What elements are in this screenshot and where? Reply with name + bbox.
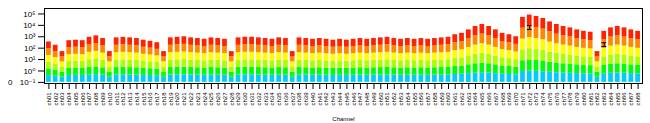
svg-text:ch17: ch17 — [154, 92, 160, 106]
svg-text:ch44: ch44 — [337, 92, 343, 106]
svg-text:10⁻¹: 10⁻¹ — [20, 78, 36, 87]
svg-text:ch82: ch82 — [594, 92, 600, 106]
svg-text:ch86: ch86 — [621, 92, 627, 106]
svg-text:10⁴: 10⁴ — [23, 21, 36, 30]
svg-text:ch45: ch45 — [344, 92, 350, 106]
svg-text:ch12: ch12 — [120, 92, 126, 106]
svg-text:ch42: ch42 — [323, 92, 329, 106]
svg-text:ch37: ch37 — [290, 92, 296, 106]
svg-text:ch87: ch87 — [628, 92, 634, 106]
svg-text:ch05: ch05 — [73, 92, 79, 106]
svg-text:10³: 10³ — [24, 32, 36, 41]
svg-text:ch16: ch16 — [147, 92, 153, 106]
svg-text:ch63: ch63 — [466, 92, 472, 106]
svg-text:ch56: ch56 — [418, 92, 424, 106]
svg-text:ch73: ch73 — [533, 92, 539, 106]
svg-text:ch22: ch22 — [188, 92, 194, 106]
svg-text:ch26: ch26 — [215, 92, 221, 106]
svg-text:ch35: ch35 — [276, 92, 282, 106]
svg-text:ch64: ch64 — [472, 92, 478, 106]
svg-text:ch32: ch32 — [256, 92, 262, 106]
svg-text:ch47: ch47 — [357, 92, 363, 106]
svg-text:ch21: ch21 — [181, 92, 187, 106]
svg-text:ch27: ch27 — [222, 92, 228, 106]
svg-text:ch19: ch19 — [168, 92, 174, 106]
svg-text:ch76: ch76 — [554, 92, 560, 106]
svg-text:ch36: ch36 — [283, 92, 289, 106]
svg-text:10⁰: 10⁰ — [23, 67, 35, 76]
svg-text:ch33: ch33 — [263, 92, 269, 106]
svg-text:ch41: ch41 — [317, 92, 323, 106]
svg-text:ch06: ch06 — [80, 92, 86, 106]
svg-text:ch78: ch78 — [567, 92, 573, 106]
svg-text:ch49: ch49 — [371, 92, 377, 106]
svg-text:ch53: ch53 — [398, 92, 404, 106]
svg-text:ch13: ch13 — [127, 92, 133, 106]
svg-text:ch50: ch50 — [378, 92, 384, 106]
svg-text:ch60: ch60 — [445, 92, 451, 106]
svg-text:ch31: ch31 — [249, 92, 255, 106]
svg-text:ch61: ch61 — [452, 92, 458, 106]
svg-text:ch59: ch59 — [439, 92, 445, 106]
svg-text:ch25: ch25 — [208, 92, 214, 106]
svg-text:ch77: ch77 — [561, 92, 567, 106]
svg-text:ch57: ch57 — [425, 92, 431, 106]
svg-text:ch15: ch15 — [141, 92, 147, 106]
svg-text:ch71: ch71 — [520, 92, 526, 106]
svg-text:ch70: ch70 — [513, 92, 519, 106]
svg-text:ch81: ch81 — [588, 92, 594, 106]
svg-text:ch10: ch10 — [107, 92, 113, 106]
svg-text:ch85: ch85 — [615, 92, 621, 106]
svg-text:ch72: ch72 — [527, 92, 533, 106]
svg-text:0: 0 — [8, 78, 13, 87]
svg-text:ch03: ch03 — [59, 92, 65, 106]
svg-text:ch83: ch83 — [601, 92, 607, 106]
svg-text:Channel: Channel — [332, 116, 354, 122]
svg-text:ch46: ch46 — [351, 92, 357, 106]
svg-text:ch75: ch75 — [547, 92, 553, 106]
svg-text:ch69: ch69 — [506, 92, 512, 106]
svg-text:ch30: ch30 — [242, 92, 248, 106]
svg-text:ch14: ch14 — [134, 92, 140, 106]
svg-text:ch02: ch02 — [53, 92, 59, 106]
svg-text:ch18: ch18 — [161, 92, 167, 106]
svg-text:ch04: ch04 — [66, 92, 72, 106]
svg-text:ch74: ch74 — [540, 92, 546, 106]
svg-text:ch34: ch34 — [269, 92, 275, 106]
svg-text:ch20: ch20 — [174, 92, 180, 106]
svg-text:ch67: ch67 — [493, 92, 499, 106]
svg-text:ch58: ch58 — [432, 92, 438, 106]
svg-text:ch38: ch38 — [296, 92, 302, 106]
svg-text:10²: 10² — [24, 44, 36, 53]
svg-text:ch23: ch23 — [195, 92, 201, 106]
svg-text:ch09: ch09 — [100, 92, 106, 106]
svg-text:ch55: ch55 — [412, 92, 418, 106]
svg-text:10⁵: 10⁵ — [23, 10, 35, 19]
svg-text:ch43: ch43 — [330, 92, 336, 106]
svg-text:ch08: ch08 — [93, 92, 99, 106]
svg-text:ch24: ch24 — [202, 92, 208, 106]
svg-text:ch11: ch11 — [114, 92, 120, 105]
svg-text:10¹: 10¹ — [24, 55, 36, 64]
svg-text:ch39: ch39 — [303, 92, 309, 106]
svg-text:ch68: ch68 — [500, 92, 506, 106]
svg-text:ch01: ch01 — [46, 92, 52, 106]
svg-text:ch48: ch48 — [364, 92, 370, 106]
svg-text:ch29: ch29 — [235, 92, 241, 106]
svg-text:ch07: ch07 — [86, 92, 92, 106]
svg-text:ch88: ch88 — [635, 92, 641, 106]
svg-text:ch54: ch54 — [405, 92, 411, 106]
svg-text:ch51: ch51 — [384, 92, 390, 106]
svg-text:ch28: ch28 — [229, 92, 235, 106]
svg-text:ch80: ch80 — [581, 92, 587, 106]
svg-text:ch84: ch84 — [608, 92, 614, 106]
svg-text:ch62: ch62 — [459, 92, 465, 106]
svg-text:ch52: ch52 — [391, 92, 397, 106]
svg-text:ch66: ch66 — [486, 92, 492, 106]
svg-text:ch79: ch79 — [574, 92, 580, 106]
svg-text:ch40: ch40 — [310, 92, 316, 106]
svg-text:ch65: ch65 — [479, 92, 485, 106]
